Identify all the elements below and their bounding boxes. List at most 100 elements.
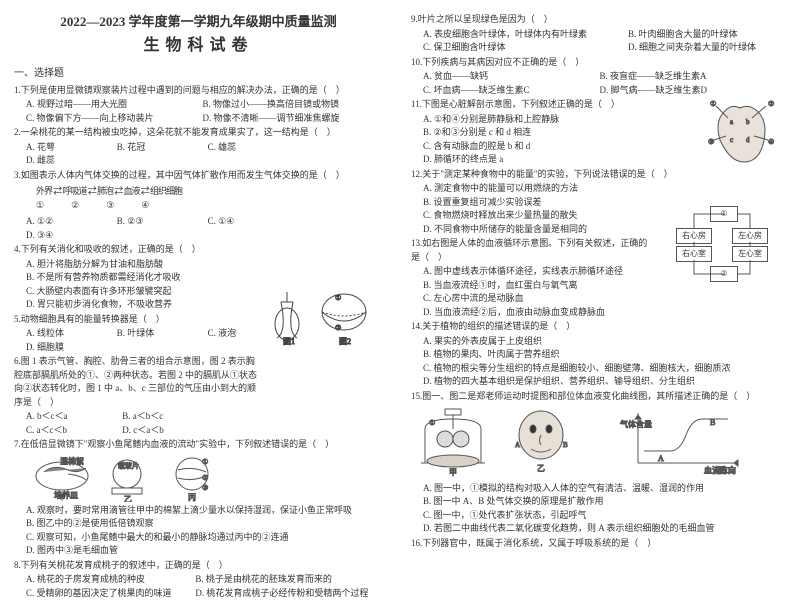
q13-options: A. 图中虚线表示体循环途径，实线表示肺循环途径 B. 当血液流经①时，血红蛋白… <box>411 265 655 319</box>
q4-c: C. 大肠壁内表面有许多环形皱襞突起 <box>26 285 190 299</box>
q15-b: B. 图一中 A、B 处气体交换的原理是扩散作用 <box>423 495 780 509</box>
right-column: 9.叶片之所以呈现绿色是因为（ ） A. 表皮细胞含叶绿体，叶绿体内有叶绿素 B… <box>397 0 794 560</box>
q11-d: D. 肺循环的终点是 a <box>423 153 677 167</box>
q9-options: A. 表皮细胞含叶绿体，叶绿体内有叶绿素 B. 叶肉细胞含大量的叶绿体 C. 保… <box>411 28 780 55</box>
svg-text:乙: 乙 <box>124 495 132 502</box>
exam-title-main: 2022—2023 学年度第一学期九年级期中质量监测 <box>14 12 383 32</box>
q14-stem: 14.关于植物的组织的描述错误的是（ ） <box>411 320 780 334</box>
q11-heart-figure: ① ② ③ ④ a b c d <box>706 96 776 166</box>
q10-c: C. 坏血病——缺乏维生素C <box>423 84 587 98</box>
q2-a: A. 花萼 <box>26 141 105 155</box>
svg-text:乙: 乙 <box>537 464 545 473</box>
q3-a: A. ①② <box>26 215 105 229</box>
q11-a: A. ①和④分别是肺静脉和上腔静脉 <box>423 113 677 127</box>
q1-c: C. 物像偏下方——向上移动装片 <box>26 112 190 126</box>
svg-text:湿棉絮: 湿棉絮 <box>60 456 84 466</box>
q9-stem: 9.叶片之所以呈现绿色是因为（ ） <box>411 13 780 27</box>
q7-options: A. 观察时，要时常用滴管往甲中的棉絮上滴少量水以保持湿润，保证小鱼正常呼吸 B… <box>14 504 383 558</box>
svg-text:①: ① <box>710 100 716 108</box>
q1-d: D. 物像不清晰——调节细准焦螺旋 <box>202 112 366 126</box>
q11-stem: 11.下图是心脏解剖示意图，下列叙述正确的是（ ） <box>411 98 677 112</box>
q2-b: B. 花冠 <box>117 141 196 155</box>
svg-text:图2: 图2 <box>339 337 351 346</box>
q10-b: B. 夜盲症——缺乏维生素A <box>599 70 706 84</box>
q8-options: A. 桃花的子房发育成桃的种皮 B. 桃子是由桃花的胚珠发育而来的 C. 受精卵… <box>14 573 383 600</box>
q9-b: B. 叶肉细胞含大量的叶绿体 <box>628 28 738 42</box>
q3-d: D. ③④ <box>26 229 105 243</box>
q6-b: B. a＜b＜c <box>122 410 163 424</box>
q4-d: D. 胃只能初步消化食物，不吸收营养 <box>26 298 205 312</box>
q14-c: C. 植物的根尖等分生组织的特点是细胞较小、细胞壁薄、细胞核大，细胞质浓 <box>423 362 780 376</box>
svg-text:①: ① <box>202 458 208 466</box>
q13-stem: 13.如右图是人体的血液循环示意图。下列有关叙述，正确的是（ ） <box>411 237 655 264</box>
svg-text:载玻片: 载玻片 <box>118 461 139 470</box>
q13-a: A. 图中虚线表示体循环途径，实线表示肺循环途径 <box>423 265 655 279</box>
q11-b: B. ②和③分别是 c 和 d 相连 <box>423 126 677 140</box>
svg-text:图1: 图1 <box>283 337 295 346</box>
exam-title-sub: 生物科试卷 <box>14 34 383 58</box>
svg-text:气体含量: 气体含量 <box>620 419 652 429</box>
q2-d: D. 雌蕊 <box>26 154 105 168</box>
q1-options: A. 视野过暗——用大光圈 B. 物像过小——换高倍目镜或物镜 C. 物像偏下方… <box>14 98 383 125</box>
q3-options: A. ①② B. ②③ C. ①④ D. ③④ <box>14 215 383 242</box>
svg-text:甲: 甲 <box>58 493 66 502</box>
q6-options: A. b＜c＜a B. a＜b＜c C. a＜c＜b D. c＜a＜b <box>14 410 217 437</box>
q5-d: D. 细胞膜 <box>26 341 105 355</box>
svg-text:A: A <box>515 441 520 449</box>
q1-b: B. 物像过小——换高倍目镜或物镜 <box>202 98 366 112</box>
q5-a: A. 线粒体 <box>26 327 105 341</box>
q7-c: C. 观察可知，小鱼尾鳍中最大的和最小的静脉均通过丙中的②连通 <box>26 531 383 545</box>
q15-d: D. 若图二中曲线代表二氧化碳变化趋势，则 A 表示组织细胞处的毛细血管 <box>423 522 780 536</box>
q15-options: A. 图一中，①模拟的结构对吸入人体的空气有清洁、温暖、湿润的作用 B. 图一中… <box>411 482 780 536</box>
svg-text:④: ④ <box>768 138 774 146</box>
q13-circulation-figure: ① 右心房 左心房 右心室 左心室 ② <box>668 206 780 282</box>
q3-flow-diagram: 外界 ⇄ 呼吸道 ⇄ 肺泡 ⇄ 血液 ⇄ 组织细胞 ① ② ③ ④ <box>36 185 383 212</box>
section-heading: 一、选择题 <box>14 66 383 81</box>
q5-b: B. 叶绿体 <box>117 327 196 341</box>
q9-d: D. 细胞之间夹杂着大量的叶绿体 <box>628 41 756 55</box>
q7-b: B. 图乙中的②是使用低倍镜观察 <box>26 517 383 531</box>
q6-a: A. b＜c＜a <box>26 410 110 424</box>
q8-c: C. 受精卵的基因决定了桃果肉的味道 <box>26 587 183 600</box>
q4-stem: 4.下列有关消化和吸收的叙述，正确的是（ ） <box>14 243 383 257</box>
svg-text:①: ① <box>335 294 341 302</box>
q15-a: A. 图一中，①模拟的结构对吸入人体的空气有清洁、温暖、湿润的作用 <box>423 482 780 496</box>
svg-text:②: ② <box>335 324 341 332</box>
q13-b: B. 当血液流经①时，血红蛋白与氧气离 <box>423 279 655 293</box>
q9-a: A. 表皮细胞含叶绿体，叶绿体内有叶绿素 <box>423 28 616 42</box>
svg-text:d: d <box>746 136 750 144</box>
svg-text:B: B <box>710 418 715 427</box>
q11-c: C. 含有动脉血的腔是 b 和 d <box>423 140 677 154</box>
q6-figure: 图1 ① ② 图2 <box>269 286 379 346</box>
q15-stem: 15.图一、图二是郑老师运动时提图和部位体血液变化曲线图，其所描述正确的是（ ） <box>411 390 780 404</box>
svg-text:B: B <box>563 441 568 449</box>
q15-c: C. 图一中，①处代表扩张状态，引起呼气 <box>423 509 780 523</box>
svg-text:②: ② <box>202 474 208 482</box>
q3-nums: ① ② ③ ④ <box>36 200 149 210</box>
q7-stem: 7.在低倍显微镜下"观察小鱼尾鳍内血液的流动"实验中，下列叙述错误的是（ ） <box>14 438 383 452</box>
svg-text:甲: 甲 <box>449 468 457 477</box>
q9-c: C. 保卫细胞含叶绿体 <box>423 41 616 55</box>
q4-a: A. 胆汁将脂肪分解为甘油和脂肪酸 <box>26 258 190 272</box>
q10-stem: 10.下列疾病与其病因对应不正确的是（ ） <box>411 56 780 70</box>
q16-stem: 16.下列器官中，既属于消化系统，又属于呼吸系统的是（ ） <box>411 537 780 551</box>
q1-a: A. 视野过暗——用大光圈 <box>26 98 190 112</box>
q7-a: A. 观察时，要时常用滴管往甲中的棉絮上滴少量水以保持湿润，保证小鱼正常呼吸 <box>26 504 383 518</box>
q11-options: A. ①和④分别是肺静脉和上腔静脉 B. ②和③分别是 c 和 d 相连 C. … <box>411 113 677 167</box>
q12-a: A. 测定食物中的能量可以用燃烧的方法 <box>423 182 780 196</box>
svg-text:b: b <box>746 118 750 126</box>
q14-options: A. 果实的外表皮属于上皮组织 B. 植物的果肉、叶肉属于营养组织 C. 植物的… <box>411 335 780 389</box>
q7-d: D. 图丙中③是毛细血管 <box>26 544 383 558</box>
q3-c: C. ①④ <box>208 215 287 229</box>
q8-d: D. 桃花发育成桃子必经传粉和受精两个过程 <box>195 587 368 600</box>
q14-d: D. 植物的四大基本组织是保护组织、营养组织、输导组织、分生组织 <box>423 375 780 389</box>
svg-text:③: ③ <box>708 138 714 146</box>
q3-stem: 3.如图表示人体内气体交换的过程，其中因气体扩散作用而发生气体交换的是（ ） <box>14 169 383 183</box>
q15-figure: 甲 ① 乙 A B <box>411 405 780 482</box>
q4-b: B. 不是所有营养物质都需经消化才吸收 <box>26 271 205 285</box>
q2-stem: 2.一朵桃花的某一结构被虫吃掉，这朵花就不能发育成果实了，这一结构是（ ） <box>14 126 383 140</box>
svg-text:A: A <box>658 454 664 463</box>
q10-options: A. 贫血——缺钙 B. 夜盲症——缺乏维生素A C. 坏血病——缺乏维生素C … <box>411 70 780 97</box>
q7-figure: 培养皿 湿棉絮 载玻片 乙 ① ② ③ 丙 <box>32 454 252 502</box>
q3-flow: 外界 ⇄ 呼吸道 ⇄ 肺泡 ⇄ 血液 ⇄ 组织细胞 <box>36 186 182 196</box>
